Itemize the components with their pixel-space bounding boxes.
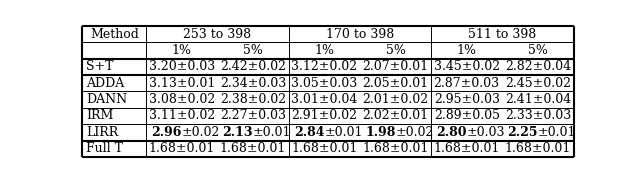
Text: 2.96: 2.96 <box>152 126 182 139</box>
Text: 1.68±0.01: 1.68±0.01 <box>433 142 500 155</box>
Text: Method: Method <box>90 28 139 41</box>
Text: 3.20±0.03: 3.20±0.03 <box>148 60 215 73</box>
Text: 3.05±0.03: 3.05±0.03 <box>291 77 358 90</box>
Text: 1.68±0.01: 1.68±0.01 <box>220 142 286 155</box>
Text: ±0.01: ±0.01 <box>324 126 363 139</box>
Text: 2.34±0.03: 2.34±0.03 <box>220 77 286 90</box>
Text: Full T: Full T <box>86 142 124 155</box>
Text: DANN: DANN <box>86 93 127 106</box>
Text: 2.01±0.02: 2.01±0.02 <box>362 93 429 106</box>
Text: S+T: S+T <box>86 60 114 73</box>
Text: 2.84: 2.84 <box>294 126 324 139</box>
Text: 2.45±0.02: 2.45±0.02 <box>505 77 571 90</box>
Text: 3.11±0.02: 3.11±0.02 <box>148 110 215 123</box>
Text: 5%: 5% <box>528 44 548 57</box>
Text: IRM: IRM <box>86 110 114 123</box>
Text: 2.05±0.01: 2.05±0.01 <box>362 77 429 90</box>
Text: 1.98: 1.98 <box>365 126 396 139</box>
Text: 2.33±0.03: 2.33±0.03 <box>505 110 571 123</box>
Text: 1.68±0.01: 1.68±0.01 <box>362 142 429 155</box>
Text: 1%: 1% <box>314 44 334 57</box>
Text: 1%: 1% <box>172 44 192 57</box>
Text: 253 to 398: 253 to 398 <box>184 28 252 41</box>
Text: 5%: 5% <box>385 44 406 57</box>
Text: 2.95±0.03: 2.95±0.03 <box>434 93 500 106</box>
Text: ±0.01: ±0.01 <box>253 126 292 139</box>
Text: 2.87±0.03: 2.87±0.03 <box>434 77 500 90</box>
Text: 2.41±0.04: 2.41±0.04 <box>505 93 571 106</box>
Text: 2.38±0.02: 2.38±0.02 <box>220 93 286 106</box>
Text: 3.01±0.04: 3.01±0.04 <box>291 93 358 106</box>
Text: ±0.02: ±0.02 <box>182 126 220 139</box>
Text: 2.80: 2.80 <box>436 126 467 139</box>
Text: 2.02±0.01: 2.02±0.01 <box>362 110 429 123</box>
Text: 1.68±0.01: 1.68±0.01 <box>291 142 358 155</box>
Text: ADDA: ADDA <box>86 77 125 90</box>
Text: 2.82±0.04: 2.82±0.04 <box>505 60 571 73</box>
Text: 2.27±0.03: 2.27±0.03 <box>220 110 286 123</box>
Text: ±0.01: ±0.01 <box>538 126 577 139</box>
Text: 2.25: 2.25 <box>508 126 538 139</box>
Text: 1%: 1% <box>457 44 477 57</box>
Text: 3.45±0.02: 3.45±0.02 <box>434 60 500 73</box>
Text: 1.68±0.01: 1.68±0.01 <box>505 142 571 155</box>
Text: 2.13: 2.13 <box>223 126 253 139</box>
Text: 2.91±0.02: 2.91±0.02 <box>291 110 357 123</box>
Text: 5%: 5% <box>243 44 263 57</box>
Text: ±0.02: ±0.02 <box>396 126 434 139</box>
Text: 170 to 398: 170 to 398 <box>326 28 394 41</box>
Text: 2.07±0.01: 2.07±0.01 <box>362 60 429 73</box>
Text: LIRR: LIRR <box>86 126 118 139</box>
Text: 3.13±0.01: 3.13±0.01 <box>148 77 215 90</box>
Text: 511 to 398: 511 to 398 <box>468 28 536 41</box>
Text: 2.89±0.05: 2.89±0.05 <box>434 110 500 123</box>
Text: 3.08±0.02: 3.08±0.02 <box>148 93 215 106</box>
Text: 1.68±0.01: 1.68±0.01 <box>148 142 215 155</box>
Text: ±0.03: ±0.03 <box>467 126 505 139</box>
Text: 2.42±0.02: 2.42±0.02 <box>220 60 286 73</box>
Text: 3.12±0.02: 3.12±0.02 <box>291 60 357 73</box>
